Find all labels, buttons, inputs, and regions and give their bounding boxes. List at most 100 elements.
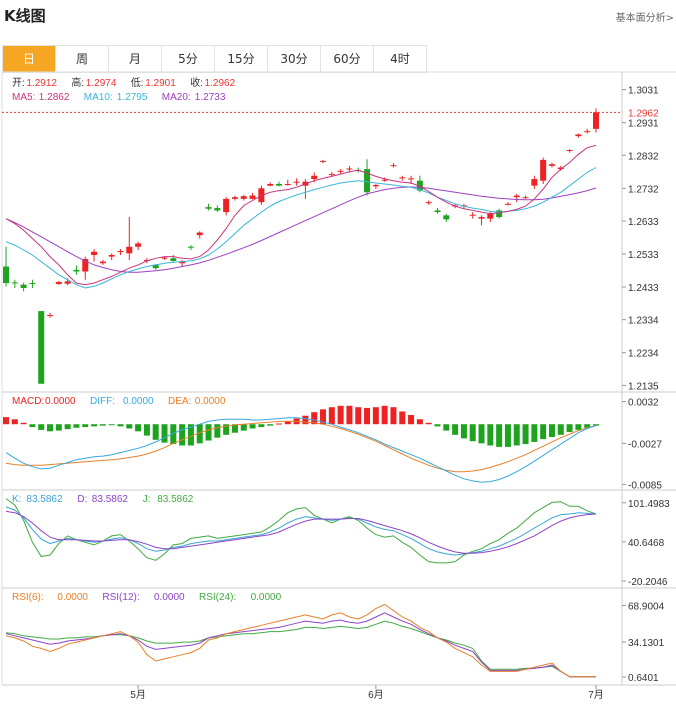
y-tick-label: 1.2135	[628, 381, 659, 392]
dif-line	[5, 417, 597, 483]
candle-body	[38, 311, 45, 384]
macd-bar	[170, 424, 177, 445]
macd-bar	[99, 424, 106, 426]
candle-body	[575, 134, 582, 137]
tab-4[interactable]: 15分	[215, 46, 268, 72]
macd-bar	[205, 424, 212, 441]
legend-label: K:	[12, 494, 21, 505]
y-tick-label: 1.3031	[628, 86, 659, 97]
macd-bar	[390, 407, 397, 425]
y-tick-label: -0.0027	[628, 439, 662, 450]
tab-0[interactable]: 日	[3, 46, 56, 72]
y-tick-label: 68.9004	[628, 602, 665, 613]
rsi12-line	[5, 612, 596, 678]
macd-bar	[522, 424, 529, 445]
macd-bar	[38, 424, 45, 430]
fundamental-analysis-link[interactable]: 基本面分析>	[615, 13, 674, 24]
x-tick-label: 5月	[130, 689, 146, 701]
candle-body	[584, 131, 591, 133]
candle-body	[82, 258, 89, 272]
page-title: K线图	[4, 7, 46, 25]
x-tick-label: 6月	[368, 689, 384, 701]
candle-body	[311, 175, 318, 180]
y-tick-label: 1.2832	[628, 151, 659, 162]
macd-bar	[416, 419, 423, 425]
candle-body	[29, 283, 36, 285]
j-line	[5, 498, 597, 564]
candle-body	[214, 208, 221, 211]
tab-2[interactable]: 月	[109, 46, 162, 72]
y-tick-label: 0.0032	[628, 398, 659, 409]
candle-body	[64, 281, 71, 284]
candle-body	[91, 251, 98, 255]
macd-bar	[108, 424, 115, 426]
tab-1[interactable]: 周	[56, 46, 109, 72]
candle-body	[504, 203, 511, 205]
candle-body	[187, 246, 194, 248]
y-tick-label: 34.1301	[628, 638, 665, 649]
macd-bar	[267, 424, 274, 426]
y-tick-label: -20.2046	[628, 577, 668, 588]
macd-bar	[47, 424, 54, 432]
ma10-line	[5, 167, 597, 289]
macd-bar	[513, 424, 520, 446]
y-tick-label: 1.2234	[628, 349, 659, 360]
macd-bar	[540, 424, 547, 440]
candle-body	[399, 177, 406, 179]
macd-bar	[117, 424, 124, 427]
macd-bar	[64, 424, 71, 430]
legend-label: RSI(6):	[12, 592, 44, 603]
legend-label: MA20:	[162, 92, 191, 103]
macd-bar	[443, 424, 450, 431]
macd-bar	[355, 407, 362, 425]
y-tick-label: -0.0085	[628, 480, 662, 491]
macd-bar	[152, 424, 159, 440]
candle-body	[267, 184, 274, 186]
macd-bar	[496, 424, 503, 447]
k-line	[5, 506, 597, 556]
candle-body	[223, 198, 230, 213]
legend-value: 0.0000	[195, 396, 226, 407]
macd-bar	[275, 423, 282, 425]
macd-bar	[487, 424, 494, 446]
y-tick-label: 101.4983	[628, 499, 670, 510]
macd-bar	[328, 407, 335, 425]
candle-body	[434, 210, 441, 213]
candle-body	[416, 180, 423, 191]
tab-6[interactable]: 60分	[321, 46, 374, 72]
candle-body	[522, 197, 529, 199]
candle-body	[320, 160, 327, 162]
legend-value: 0.0000	[45, 396, 76, 407]
candle-body	[496, 210, 503, 218]
legend-label: MA5:	[12, 92, 35, 103]
macd-bar	[3, 417, 9, 425]
candle-body	[275, 184, 282, 186]
legend-label: J:	[143, 494, 151, 505]
macd-bar	[143, 424, 150, 436]
candle-body	[372, 184, 379, 187]
y-tick-label: 1.2433	[628, 283, 659, 294]
y-tick-label: 0.6401	[628, 673, 659, 684]
candle-body	[249, 195, 256, 199]
tab-3[interactable]: 5分	[162, 46, 215, 72]
macd-bar	[434, 424, 441, 427]
macd-bar	[284, 421, 291, 425]
legend-label: DEA:	[168, 396, 191, 407]
ma5-line	[5, 144, 597, 286]
d-line	[5, 510, 597, 554]
y-tick-label: 1.2633	[628, 217, 659, 228]
macd-bar	[593, 424, 599, 426]
candle-body	[381, 179, 388, 181]
macd-bar	[214, 424, 221, 438]
legend-label: 开:	[12, 78, 25, 89]
candle-body	[540, 159, 547, 181]
tab-5[interactable]: 30分	[268, 46, 321, 72]
macd-bar	[29, 424, 36, 428]
last-price-label: 1.2962	[628, 108, 659, 119]
macd-bar	[531, 424, 538, 442]
candle-body	[240, 196, 247, 199]
candle-body	[328, 174, 335, 176]
period-tabs: 日周月 5分 15分 30分 60分 4时	[2, 45, 427, 73]
candle-body	[469, 214, 476, 216]
tab-7[interactable]: 4时	[374, 46, 427, 72]
